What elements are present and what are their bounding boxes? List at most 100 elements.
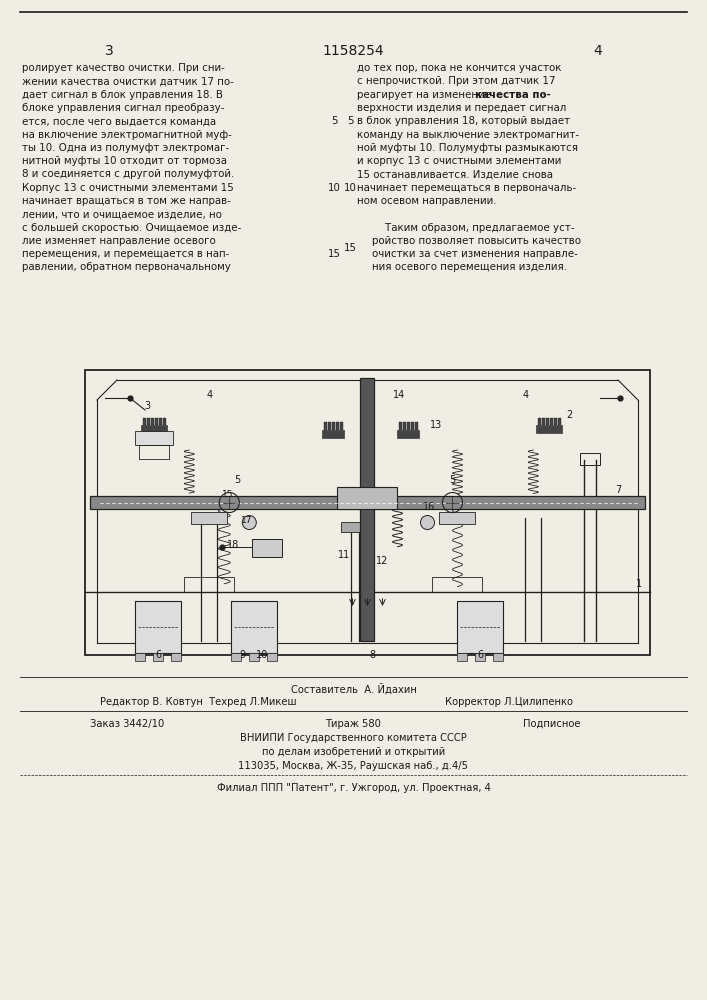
Bar xyxy=(143,418,146,425)
Bar xyxy=(90,496,645,509)
Text: нитной муфты 10 отходит от тормоза: нитной муфты 10 отходит от тормоза xyxy=(22,156,227,166)
Text: с непрочисткой. При этом датчик 17: с непрочисткой. При этом датчик 17 xyxy=(357,76,556,86)
Bar xyxy=(440,512,476,524)
Bar xyxy=(457,600,503,652)
Bar xyxy=(136,600,182,652)
Bar xyxy=(337,422,339,430)
Bar xyxy=(231,600,278,652)
Bar xyxy=(559,418,561,425)
Text: 6: 6 xyxy=(156,650,161,660)
Text: и корпус 13 с очистными элементами: и корпус 13 с очистными элементами xyxy=(357,156,561,166)
Text: ном осевом направлении.: ном осевом направлении. xyxy=(357,196,496,206)
Text: на включение электромагнитной муф-: на включение электромагнитной муф- xyxy=(22,129,232,139)
Text: 14: 14 xyxy=(392,390,404,400)
Text: команду на выключение электромагнит-: команду на выключение электромагнит- xyxy=(357,129,579,139)
Text: верхности изделия и передает сигнал: верхности изделия и передает сигнал xyxy=(357,103,566,113)
Text: 13: 13 xyxy=(429,420,442,430)
Text: 15: 15 xyxy=(328,249,341,259)
Text: 8: 8 xyxy=(370,650,375,660)
Bar xyxy=(397,430,419,438)
Bar xyxy=(136,652,146,660)
Text: 2: 2 xyxy=(566,410,573,420)
Text: 16: 16 xyxy=(423,502,435,512)
Bar xyxy=(416,422,419,430)
Text: в блок управления 18, который выдает: в блок управления 18, который выдает xyxy=(357,116,570,126)
Bar xyxy=(399,422,402,430)
Text: 10: 10 xyxy=(328,183,341,193)
Bar xyxy=(159,418,162,425)
Text: 17: 17 xyxy=(241,516,253,525)
Bar xyxy=(185,577,234,592)
Bar xyxy=(580,453,600,465)
Text: перемещения, и перемещается в нап-: перемещения, и перемещается в нап- xyxy=(22,249,229,259)
Text: 3: 3 xyxy=(145,401,151,411)
Text: 15 останавливается. Изделие снова: 15 останавливается. Изделие снова xyxy=(357,169,553,179)
Text: 5: 5 xyxy=(347,116,354,126)
Text: 1158254: 1158254 xyxy=(322,44,385,58)
Bar xyxy=(407,422,411,430)
Bar xyxy=(85,370,650,655)
Text: 6: 6 xyxy=(477,650,484,660)
Text: ной муфты 10. Полумуфты размыкаются: ной муфты 10. Полумуфты размыкаются xyxy=(357,143,578,153)
Bar xyxy=(404,422,407,430)
Bar xyxy=(151,418,154,425)
Bar xyxy=(250,652,259,660)
Text: 11: 11 xyxy=(338,550,351,560)
Text: Редактор В. Ковтун  Техред Л.Микеш: Редактор В. Ковтун Техред Л.Микеш xyxy=(100,697,296,707)
Text: Тираж 580: Тираж 580 xyxy=(325,719,382,729)
Bar xyxy=(457,652,467,660)
Text: ВНИИПИ Государственного комитета СССР: ВНИИПИ Государственного комитета СССР xyxy=(240,733,467,743)
Text: Подписное: Подписное xyxy=(522,719,580,729)
Bar xyxy=(322,430,344,438)
Text: 7: 7 xyxy=(615,485,621,495)
Text: начинает перемещаться в первоначаль-: начинает перемещаться в первоначаль- xyxy=(357,183,576,193)
Text: 5: 5 xyxy=(234,475,240,485)
Text: 5: 5 xyxy=(331,116,338,126)
Text: Корректор Л.Цилипенко: Корректор Л.Цилипенко xyxy=(445,697,573,707)
Bar xyxy=(135,431,173,445)
Text: ется, после чего выдается команда: ется, после чего выдается команда xyxy=(22,116,216,126)
Bar xyxy=(341,522,370,532)
Text: ройство позволяет повысить качество: ройство позволяет повысить качество xyxy=(372,236,581,246)
Bar xyxy=(329,422,332,430)
Bar xyxy=(172,652,182,660)
Text: лие изменяет направление осевого: лие изменяет направление осевого xyxy=(22,236,216,246)
Bar xyxy=(476,652,486,660)
Text: ты 10. Одна из полумуфт электромаг-: ты 10. Одна из полумуфт электромаг- xyxy=(22,143,229,153)
Text: 4: 4 xyxy=(522,390,529,400)
Text: 10: 10 xyxy=(344,183,357,193)
Bar xyxy=(341,422,344,430)
Bar xyxy=(542,418,545,425)
Bar xyxy=(141,425,167,433)
Text: Филиал ППП "Патент", г. Ужгород, ул. Проектная, 4: Филиал ППП "Патент", г. Ужгород, ул. Про… xyxy=(216,783,491,793)
Bar xyxy=(153,652,163,660)
Text: Корпус 13 с очистными элементами 15: Корпус 13 с очистными элементами 15 xyxy=(22,183,234,193)
Bar xyxy=(550,418,554,425)
Text: лении, что и очищаемое изделие, но: лении, что и очищаемое изделие, но xyxy=(22,209,222,219)
Text: блоке управления сигнал преобразу-: блоке управления сигнал преобразу- xyxy=(22,103,225,113)
Bar xyxy=(192,512,227,524)
Text: ния осевого перемещения изделия.: ния осевого перемещения изделия. xyxy=(372,262,567,272)
Text: 5: 5 xyxy=(450,475,455,485)
Bar xyxy=(493,652,503,660)
Bar xyxy=(332,422,336,430)
Text: Заказ 3442/10: Заказ 3442/10 xyxy=(90,719,165,729)
Bar xyxy=(537,425,562,433)
Bar xyxy=(337,487,397,509)
Bar xyxy=(411,422,414,430)
Text: 1: 1 xyxy=(636,579,642,589)
Text: 4: 4 xyxy=(206,390,212,400)
Text: 8 и соединяется с другой полумуфтой.: 8 и соединяется с другой полумуфтой. xyxy=(22,169,234,179)
Text: реагирует на изменение: реагирует на изменение xyxy=(357,90,494,100)
Text: очистки за счет изменения направле-: очистки за счет изменения направле- xyxy=(372,249,578,259)
Text: ролирует качество очистки. При сни-: ролирует качество очистки. При сни- xyxy=(22,63,225,73)
Circle shape xyxy=(243,516,257,530)
Text: 18: 18 xyxy=(227,540,240,550)
Text: качества по-: качества по- xyxy=(475,90,551,100)
Text: 9: 9 xyxy=(240,650,245,660)
Text: с большей скоростью. Очищаемое изде-: с большей скоростью. Очищаемое изде- xyxy=(22,223,241,233)
Bar xyxy=(231,652,242,660)
Bar xyxy=(139,445,169,459)
Text: начинает вращаться в том же направ-: начинает вращаться в том же направ- xyxy=(22,196,231,206)
Text: до тех пор, пока не кончится участок: до тех пор, пока не кончится участок xyxy=(357,63,561,73)
